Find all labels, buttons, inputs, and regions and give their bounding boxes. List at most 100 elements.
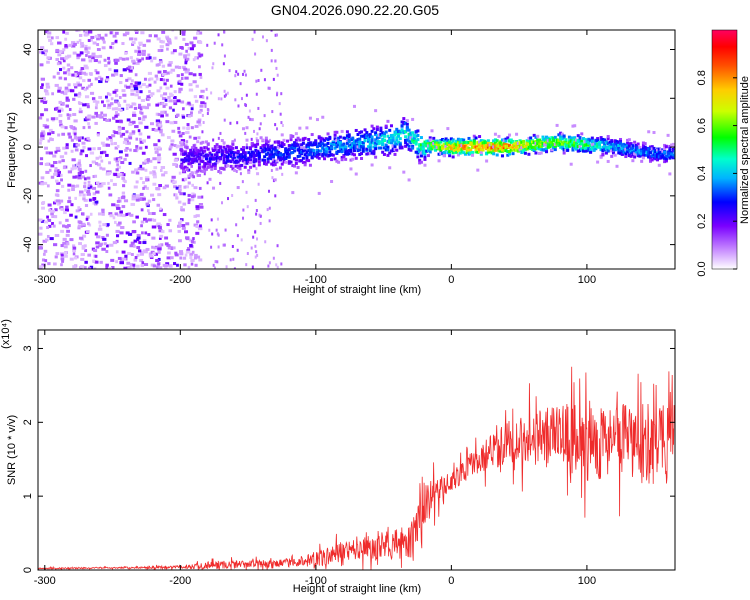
- spectrogram-cell: [183, 159, 187, 163]
- spectrogram-cell: [106, 99, 110, 103]
- spectrogram-cell: [87, 184, 92, 188]
- spectrogram-cell: [85, 86, 89, 90]
- spectrogram-cell: [280, 162, 284, 166]
- spectrogram-cell: [57, 133, 61, 137]
- spectrogram-cell: [115, 260, 119, 264]
- spectrogram-cell: [121, 89, 126, 93]
- spectrogram-cell: [87, 39, 91, 43]
- spectrogram-cell: [485, 151, 489, 155]
- spectrogram-cell: [226, 91, 229, 95]
- spectrogram-cell: [97, 147, 102, 151]
- spectrogram-cell: [416, 155, 420, 159]
- spectrogram-cell: [448, 140, 452, 144]
- spectrogram-cell: [502, 139, 506, 143]
- spectrogram-cell: [62, 224, 66, 228]
- spectrogram-cell: [389, 136, 393, 140]
- spectrogram-cell: [189, 252, 194, 256]
- spectrogram-cell: [411, 144, 415, 148]
- snr-y-label: SNR (10 * v/v): [6, 415, 18, 485]
- spectrogram-cell: [146, 209, 150, 213]
- spectrogram-cell: [142, 249, 147, 253]
- spectrogram-cell: [613, 139, 617, 143]
- spectrogram-cell: [77, 171, 82, 175]
- spectrogram-cell: [168, 38, 172, 42]
- spectrogram-cell: [416, 129, 420, 133]
- spectrogram-cell: [640, 152, 644, 156]
- spectrogram-cell: [274, 194, 277, 198]
- spectrogram-cell: [446, 138, 450, 142]
- snr-y-scale-label: (x10⁴): [0, 319, 12, 349]
- spectrogram-cell: [377, 146, 381, 150]
- spectrogram-cell: [608, 146, 612, 150]
- spectrogram-cell: [534, 140, 538, 144]
- spectrogram-cell: [654, 149, 658, 153]
- spectrogram-y-tick-label: 0: [22, 144, 34, 150]
- spectrogram-cell: [187, 101, 191, 105]
- spectrogram-cell: [54, 167, 58, 171]
- spectrogram-cell: [301, 138, 305, 142]
- spectrogram-cell: [192, 175, 196, 179]
- spectrogram-cell: [448, 149, 452, 153]
- spectrogram-cell: [414, 139, 418, 143]
- spectrogram-cell: [104, 95, 108, 99]
- spectrogram-cell: [566, 147, 570, 151]
- spectrogram-cell: [264, 142, 268, 146]
- spectrogram-cell: [114, 146, 119, 150]
- spectrogram-cell: [203, 154, 207, 158]
- spectrogram-cell: [294, 144, 298, 148]
- spectrogram-cell: [145, 158, 150, 162]
- spectrogram-cell: [183, 150, 187, 154]
- spectrogram-cell: [463, 142, 467, 146]
- spectrogram-cell: [84, 47, 88, 51]
- spectrogram-cell: [140, 264, 144, 268]
- spectrogram-cell: [95, 241, 100, 245]
- spectrogram-cell: [391, 148, 395, 152]
- spectrogram-cell: [270, 150, 274, 154]
- spectrogram-cell: [368, 135, 372, 139]
- spectrogram-cell: [266, 208, 269, 212]
- spectrogram-cell: [270, 168, 273, 172]
- spectrogram-cell: [234, 98, 237, 102]
- spectrogram-cell: [629, 151, 633, 155]
- spectrogram-cell: [68, 43, 73, 47]
- spectrogram-cell: [291, 150, 295, 154]
- spectrogram-cell: [161, 102, 165, 106]
- spectrogram-cell: [197, 136, 201, 140]
- spectrogram-cell: [286, 149, 290, 153]
- spectrogram-cell: [124, 153, 129, 157]
- spectrogram-cell: [569, 139, 573, 143]
- spectrogram-cell: [432, 136, 436, 140]
- spectrogram-cell: [381, 131, 385, 135]
- spectrogram-cell: [50, 164, 55, 168]
- spectrogram-cell: [308, 116, 312, 120]
- spectrogram-cell: [145, 160, 150, 164]
- spectrogram-cell: [275, 159, 279, 163]
- spectrogram-cell: [546, 136, 550, 140]
- spectrogram-cell: [64, 151, 68, 155]
- spectrogram-cell: [580, 132, 584, 136]
- spectrogram-cell: [119, 74, 123, 78]
- spectrogram-cell: [87, 122, 90, 126]
- spectrogram-cell: [490, 151, 494, 155]
- spectrogram-cell: [511, 147, 515, 151]
- spectrogram-cell: [241, 150, 245, 154]
- spectrogram-cell: [622, 150, 626, 154]
- spectrogram-cell: [435, 145, 439, 149]
- spectrogram-cell: [266, 140, 270, 144]
- spectrogram-cell: [176, 74, 180, 78]
- spectrogram-cell: [255, 92, 258, 96]
- spectrogram-cell: [189, 152, 193, 156]
- spectrogram-cell: [603, 138, 607, 142]
- spectrogram-cell: [208, 165, 212, 169]
- spectrogram-cell: [324, 143, 328, 147]
- spectrogram-cell: [64, 86, 69, 90]
- spectrogram-cell: [86, 51, 90, 55]
- spectrogram-cell: [613, 146, 617, 150]
- spectrogram-cell: [241, 155, 245, 159]
- spectrogram-cell: [64, 56, 68, 60]
- spectrogram-cell: [138, 117, 142, 121]
- spectrogram-cell: [110, 97, 114, 101]
- spectrogram-cell: [223, 118, 226, 122]
- spectrogram-cell: [280, 157, 284, 161]
- spectrogram-cell: [116, 206, 121, 210]
